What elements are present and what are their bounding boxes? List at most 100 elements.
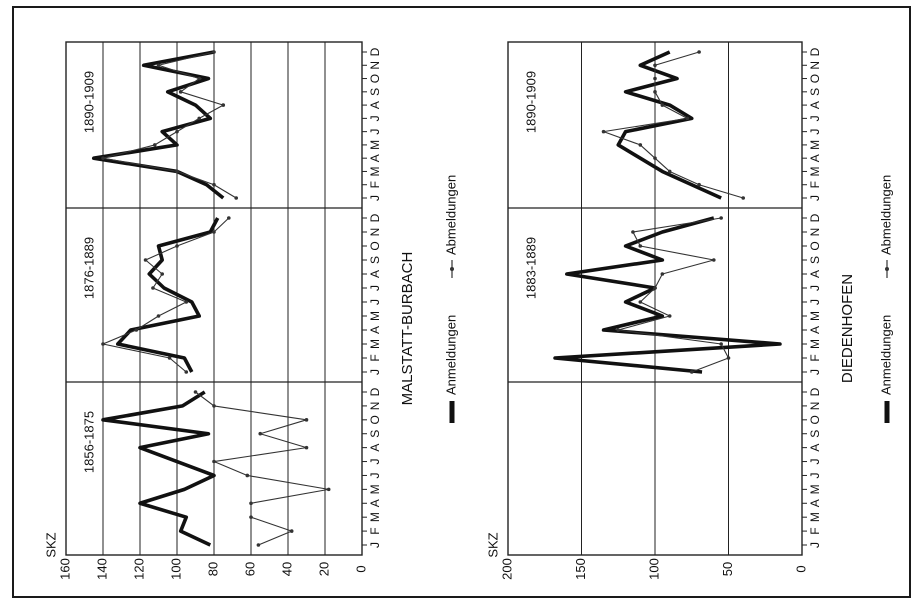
data-point — [726, 356, 731, 360]
month-label: J — [808, 542, 822, 548]
data-point — [660, 272, 665, 276]
month-label: A — [808, 444, 822, 452]
data-point — [175, 129, 179, 134]
data-point — [685, 116, 690, 121]
series-line-abmeldungen — [602, 51, 744, 199]
series-line-abmeldungen — [195, 391, 330, 546]
series-line-anmeldungen — [553, 216, 782, 374]
data-point — [719, 342, 723, 346]
month-label: S — [808, 430, 822, 438]
month-label: A — [808, 101, 822, 109]
data-point — [667, 169, 672, 174]
tick-label: 0 — [793, 565, 808, 572]
tick-label: 160 — [57, 558, 72, 580]
data-point — [156, 314, 161, 318]
month-label: M — [368, 140, 382, 150]
month-label: O — [368, 415, 382, 424]
month-label: J — [368, 472, 382, 478]
month-label: J — [808, 115, 822, 121]
month-label: J — [808, 195, 822, 201]
data-point — [653, 286, 657, 290]
month-label: J — [368, 459, 382, 465]
data-point — [638, 143, 643, 147]
legend-marker-abmeldungen — [450, 267, 454, 271]
data-point — [326, 487, 331, 492]
month-label: D — [368, 47, 382, 56]
chart-title: DIEDENHOFEN — [839, 274, 856, 383]
data-point — [741, 196, 745, 200]
data-point — [212, 404, 216, 408]
tick-label: 60 — [242, 562, 257, 576]
month-label: M — [808, 512, 822, 522]
data-point — [167, 356, 172, 360]
series-line-anmeldungen — [116, 217, 220, 373]
month-label: D — [808, 213, 822, 222]
tick-label: 200 — [499, 558, 514, 580]
month-label: A — [368, 444, 382, 452]
data-point — [258, 431, 263, 436]
data-point — [289, 529, 294, 533]
data-point — [601, 129, 606, 134]
month-label: S — [808, 88, 822, 96]
figure-frame — [12, 6, 911, 598]
data-point — [197, 116, 201, 121]
data-point — [660, 103, 665, 107]
month-label: O — [368, 74, 382, 83]
legend-marker-abmeldungen — [885, 267, 889, 271]
month-label: M — [368, 166, 382, 176]
data-point — [184, 300, 189, 304]
data-point — [178, 90, 183, 94]
series-line-anmeldungen — [616, 50, 722, 200]
month-label: A — [808, 326, 822, 334]
data-point — [175, 169, 179, 174]
month-label: M — [368, 311, 382, 321]
month-label: J — [808, 459, 822, 465]
legend-label-anmeldungen: Anmeldungen — [878, 315, 893, 395]
month-label: D — [808, 47, 822, 56]
tick-label: 50 — [720, 562, 735, 576]
tick-label: 140 — [94, 558, 109, 580]
month-label: M — [808, 484, 822, 494]
data-point — [697, 50, 701, 54]
data-point — [638, 244, 643, 248]
month-label: F — [808, 354, 822, 361]
data-point — [631, 230, 635, 234]
month-label: A — [808, 499, 822, 507]
period-label: 1876-1889 — [81, 237, 96, 299]
tick-label: 120 — [131, 558, 146, 580]
month-label: F — [808, 527, 822, 534]
month-label: S — [368, 88, 382, 96]
data-point — [212, 50, 216, 54]
month-label: A — [808, 270, 822, 278]
data-point — [184, 370, 189, 374]
data-point — [616, 328, 621, 332]
month-label: S — [368, 430, 382, 438]
month-label: A — [368, 101, 382, 109]
month-label: O — [368, 241, 382, 250]
data-point — [212, 230, 216, 234]
month-label: O — [808, 74, 822, 83]
data-point — [712, 258, 716, 262]
data-point — [249, 515, 253, 519]
month-label: D — [808, 387, 822, 396]
legend-label-abmeldungen: Abmeldungen — [878, 175, 893, 255]
period-label: 1856-1875 — [81, 411, 96, 473]
month-label: A — [368, 499, 382, 507]
data-point — [249, 501, 253, 506]
month-label: J — [368, 195, 382, 201]
chart-title: MALSTATT-BURBACH — [399, 252, 416, 406]
tick-label: 0 — [353, 565, 368, 572]
y-axis-label: SKZ — [43, 532, 58, 557]
data-point — [221, 103, 226, 107]
period-label: 1883-1889 — [523, 237, 538, 299]
data-point — [175, 244, 179, 248]
month-label: A — [368, 270, 382, 278]
month-label: N — [368, 402, 382, 411]
data-point — [227, 216, 231, 220]
data-point — [667, 314, 672, 318]
legend-label-abmeldungen: Abmeldungen — [443, 175, 458, 255]
month-label: F — [368, 354, 382, 361]
legend-label-anmeldungen: Anmeldungen — [443, 315, 458, 395]
data-point — [143, 258, 148, 262]
month-label: M — [368, 484, 382, 494]
